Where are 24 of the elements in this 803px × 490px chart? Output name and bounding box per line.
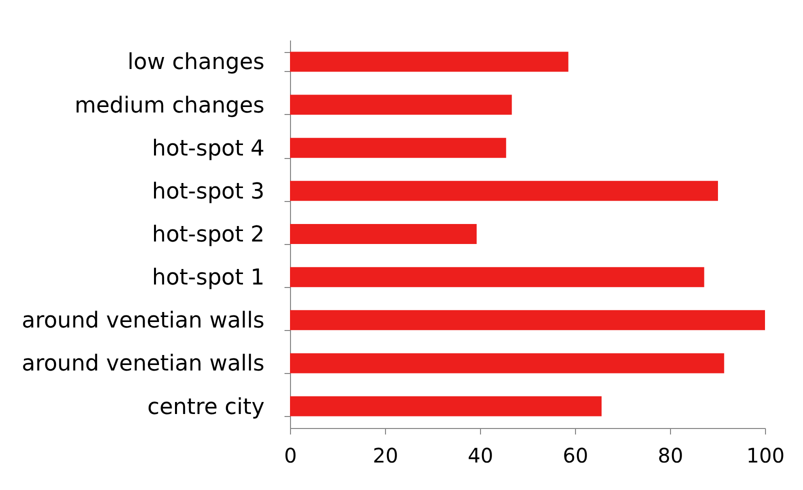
y-tick-label: hot-spot 3	[152, 179, 264, 204]
x-tick-label: 60	[562, 444, 588, 468]
y-tick-label: centre city	[147, 394, 264, 420]
bar	[290, 267, 704, 288]
x-tick-label: 0	[284, 444, 297, 468]
x-tick-label: 20	[372, 444, 398, 468]
bar	[290, 180, 718, 201]
y-tick-label: hot-spot 4	[152, 136, 264, 162]
bar	[290, 52, 568, 72]
y-tick-label: hot-spot 2	[152, 222, 264, 248]
bar	[290, 94, 512, 115]
y-tick-label: low changes	[128, 50, 264, 76]
bar	[290, 310, 765, 330]
bar	[290, 353, 724, 374]
y-tick-label: around venetian walls	[22, 352, 264, 377]
bar	[290, 396, 602, 416]
y-tick-label: around venetian walls	[22, 308, 264, 334]
y-tick-label: medium changes	[74, 93, 264, 118]
x-tick-label: 100	[746, 444, 785, 468]
x-tick-label: 80	[658, 444, 684, 468]
bar	[290, 138, 506, 158]
y-tick-label: hot-spot 1	[152, 266, 264, 291]
x-tick-label: 40	[468, 444, 494, 468]
bar	[290, 224, 477, 244]
